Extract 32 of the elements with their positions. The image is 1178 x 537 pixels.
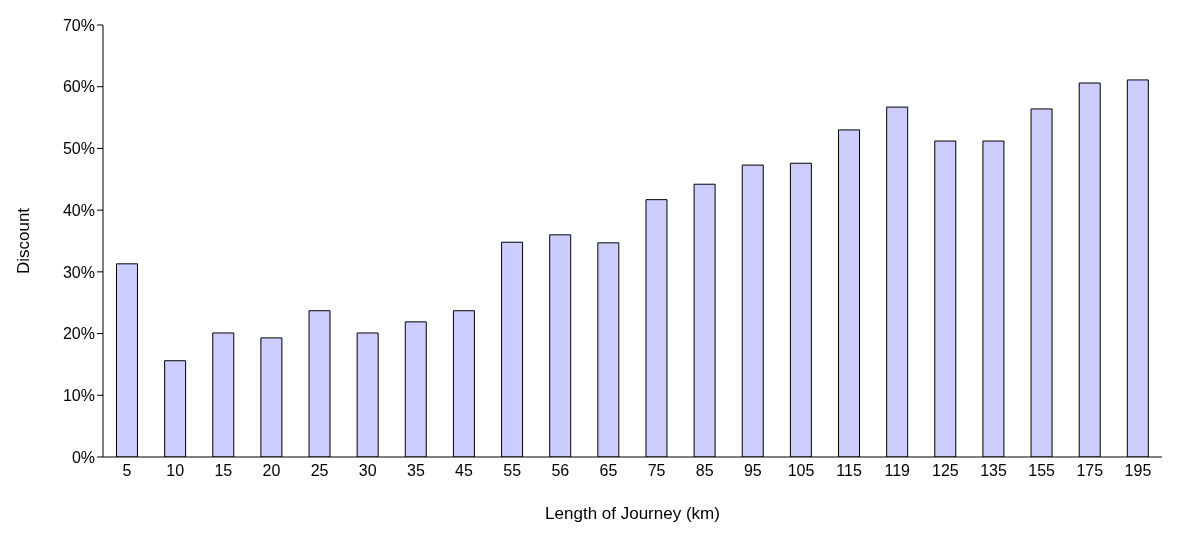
x-tick-label: 10 bbox=[166, 462, 185, 480]
y-tick-label: 30% bbox=[62, 263, 95, 281]
x-tick-label: 135 bbox=[980, 462, 1007, 480]
y-tick-label: 50% bbox=[62, 140, 95, 158]
x-tick-label: 175 bbox=[1076, 462, 1104, 480]
x-axis-title: Length of Journey (km) bbox=[545, 504, 720, 523]
y-tick-label: 10% bbox=[62, 386, 95, 404]
x-tick-label: 5 bbox=[122, 462, 132, 480]
x-tick-label: 95 bbox=[743, 462, 762, 480]
x-tick-label: 75 bbox=[647, 462, 666, 480]
x-tick-label: 20 bbox=[262, 462, 281, 480]
y-tick-label: 60% bbox=[62, 78, 95, 96]
y-tick-label: 0% bbox=[71, 448, 95, 466]
x-tick-label: 155 bbox=[1028, 462, 1056, 480]
x-tick-label: 30 bbox=[358, 462, 377, 480]
x-tick-label: 55 bbox=[503, 462, 522, 480]
x-tick-label: 105 bbox=[787, 462, 815, 480]
x-tick-label: 115 bbox=[836, 462, 862, 480]
x-tick-label: 119 bbox=[884, 462, 911, 480]
x-tick-label: 35 bbox=[406, 462, 425, 480]
x-tick-label: 45 bbox=[455, 462, 474, 480]
x-tick-label: 56 bbox=[551, 462, 570, 480]
x-tick-label: 65 bbox=[599, 462, 618, 480]
y-tick-label: 20% bbox=[62, 325, 95, 343]
x-tick-label: 15 bbox=[214, 462, 233, 480]
x-tick-label: 85 bbox=[695, 462, 714, 480]
x-tick-label: 25 bbox=[310, 462, 329, 480]
y-axis-title: Discount bbox=[14, 207, 34, 275]
y-tick-label: 40% bbox=[62, 201, 95, 219]
x-tick-label: 125 bbox=[932, 462, 959, 480]
x-tick-label: 195 bbox=[1124, 462, 1152, 480]
y-tick-label: 70% bbox=[62, 16, 95, 34]
